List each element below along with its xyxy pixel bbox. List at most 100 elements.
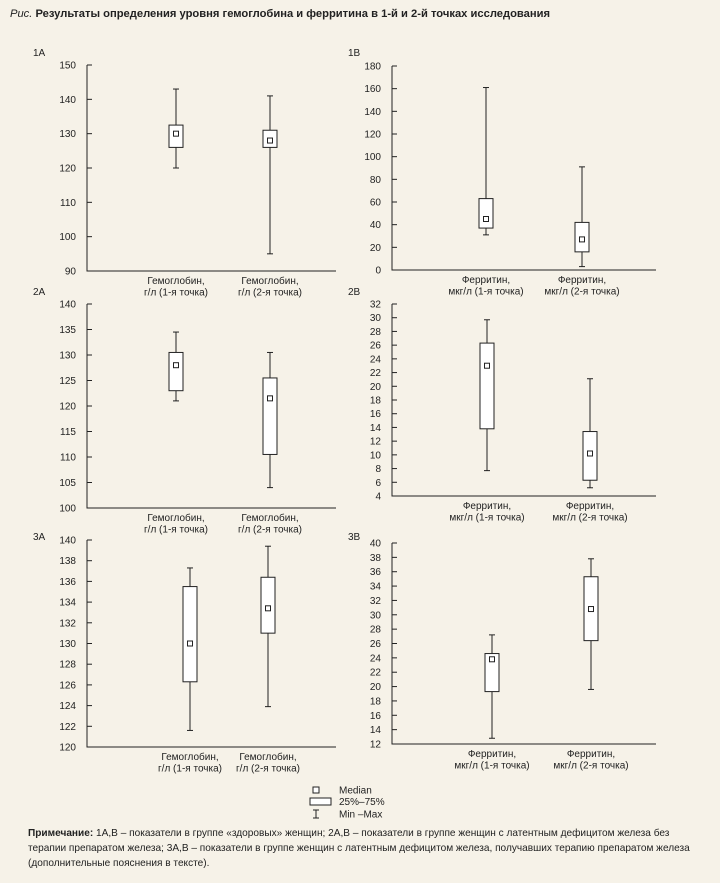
- category-label-line: г/л (1-я точка): [144, 288, 208, 299]
- y-tick-label: 130: [59, 351, 76, 362]
- category-label-line: Ферритин,: [463, 501, 511, 512]
- y-tick-label: 30: [370, 313, 382, 324]
- figure-title: Рис. Результаты определения уровня гемог…: [10, 8, 550, 20]
- panel-label: 2А: [33, 287, 46, 298]
- y-tick-label: 36: [370, 567, 382, 578]
- chart-panel-2A: 2А 100 105 110 115 120 125 130 135 140 Гемоглобин,…: [33, 287, 336, 536]
- chart-panel-2B: 2В468101214161820222426283032Ферритин,мк…: [348, 287, 656, 524]
- y-tick-label: 22: [370, 668, 382, 679]
- footnote-text: 1А,В – показатели в группе «здоровых» же…: [28, 828, 690, 869]
- y-tick-label: 38: [370, 553, 382, 564]
- y-tick-label: 138: [59, 556, 76, 567]
- category-label: Гемоглобин,г/л (2-я точка): [238, 512, 302, 536]
- chart-panel-3A: 3А 120 122 124 126 128 130 132 134 136 138 140 Гемог…: [33, 532, 336, 775]
- median-marker: [579, 236, 585, 243]
- y-tick-label: 10: [370, 450, 382, 461]
- y-tick-label: 110: [60, 198, 76, 209]
- y-tick-label: 20: [370, 382, 382, 393]
- legend-box-marker: [309, 797, 332, 806]
- y-tick-label: 125: [59, 376, 76, 387]
- y-tick-label: 160: [364, 84, 381, 95]
- category-label-line: мкг/л (1-я точка): [454, 761, 529, 772]
- panel-label: 3А: [33, 532, 46, 543]
- category-label: Ферритин,мкг/л (1-я точка): [454, 749, 529, 772]
- category-label: Гемоглобин,г/л (1-я точка): [158, 751, 222, 775]
- category-label-line: Гемоглобин,: [241, 275, 298, 287]
- box-1: [168, 331, 184, 402]
- category-label-line: Ферритин,: [566, 501, 614, 512]
- category-label-line: мкг/л (2-я точка): [544, 287, 619, 298]
- category-label-line: г/л (1-я точка): [158, 764, 222, 775]
- y-tick-label: 115: [60, 427, 76, 438]
- legend-median-marker: [312, 786, 320, 794]
- y-tick-label: 80: [370, 175, 382, 186]
- category-label: Гемоглобин,г/л (1-я точка): [144, 512, 208, 536]
- category-label: Ферритин,мкг/л (2-я точка): [544, 275, 619, 298]
- iqr-box: [168, 351, 184, 392]
- category-label-line: г/л (2-я точка): [236, 764, 300, 775]
- y-tick-label: 28: [370, 625, 382, 636]
- box-2: [582, 378, 598, 489]
- y-tick-label: 140: [59, 536, 76, 547]
- box-1: [182, 567, 198, 731]
- y-tick-label: 14: [370, 423, 382, 434]
- y-tick-label: 120: [59, 164, 76, 175]
- median-marker: [587, 450, 593, 457]
- category-label-line: мкг/л (1-я точка): [449, 513, 524, 524]
- y-tick-label: 120: [364, 130, 381, 141]
- y-tick-label: 134: [59, 598, 76, 609]
- iqr-box: [260, 576, 276, 634]
- y-tick-label: 150: [59, 61, 76, 72]
- y-tick-label: 140: [59, 95, 76, 106]
- y-tick-label: 120: [59, 743, 76, 754]
- category-label-line: г/л (1-я точка): [144, 525, 208, 536]
- y-tick-label: 120: [59, 402, 76, 413]
- y-tick-label: 26: [370, 639, 382, 650]
- category-label-line: Ферритин,: [462, 275, 510, 286]
- median-marker: [267, 137, 273, 144]
- y-tick-label: 128: [59, 660, 76, 671]
- y-tick-label: 26: [370, 341, 382, 352]
- box-1: [168, 88, 184, 169]
- y-tick-label: 110: [60, 453, 76, 464]
- category-label-line: мкг/л (2-я точка): [553, 761, 628, 772]
- box-1: [479, 319, 495, 472]
- y-tick-label: 40: [370, 539, 382, 550]
- panel-label: 1В: [348, 48, 361, 59]
- legend-range-marker: [313, 809, 319, 819]
- y-tick-label: 60: [370, 198, 382, 209]
- y-tick-label: 14: [370, 725, 382, 736]
- box-2: [574, 166, 590, 268]
- box-1: [484, 634, 500, 739]
- y-tick-label: 140: [59, 300, 76, 311]
- panel-label: 2В: [348, 287, 361, 298]
- y-tick-label: 126: [59, 680, 76, 691]
- category-label-line: Ферритин,: [567, 749, 615, 760]
- y-tick-label: 122: [59, 722, 76, 733]
- category-label: Гемоглобин,г/л (2-я точка): [236, 751, 300, 775]
- category-label: Гемоглобин,г/л (1-я точка): [144, 275, 208, 299]
- median-marker: [489, 656, 495, 663]
- y-tick-label: 24: [370, 653, 382, 664]
- y-tick-label: 100: [364, 152, 381, 163]
- median-marker: [588, 606, 594, 613]
- y-tick-label: 30: [370, 610, 382, 621]
- box-2: [262, 351, 278, 489]
- median-marker: [173, 362, 179, 369]
- y-tick-label: 100: [59, 504, 76, 515]
- figure-prefix: Рис.: [10, 8, 33, 20]
- median-marker: [267, 395, 273, 402]
- y-tick-label: 0: [375, 266, 381, 277]
- y-tick-label: 100: [59, 232, 76, 243]
- category-label-line: мкг/л (1-я точка): [448, 287, 523, 298]
- category-label-line: Гемоглобин,: [239, 751, 296, 763]
- median-marker: [173, 130, 179, 137]
- category-label: Ферритин,мкг/л (1-я точка): [449, 501, 524, 524]
- panel-label: 1А: [33, 48, 46, 59]
- category-label-line: Гемоглобин,: [147, 512, 204, 524]
- y-tick-label: 34: [370, 582, 382, 593]
- y-tick-label: 32: [370, 300, 382, 311]
- chart-panel-3B: 3В 12 14 16 18 20 22 24 26 28 30 32 34 36 38 40 Ферритин…: [348, 532, 656, 772]
- chart-legend: Median 25%–75% Min –Max: [309, 786, 385, 821]
